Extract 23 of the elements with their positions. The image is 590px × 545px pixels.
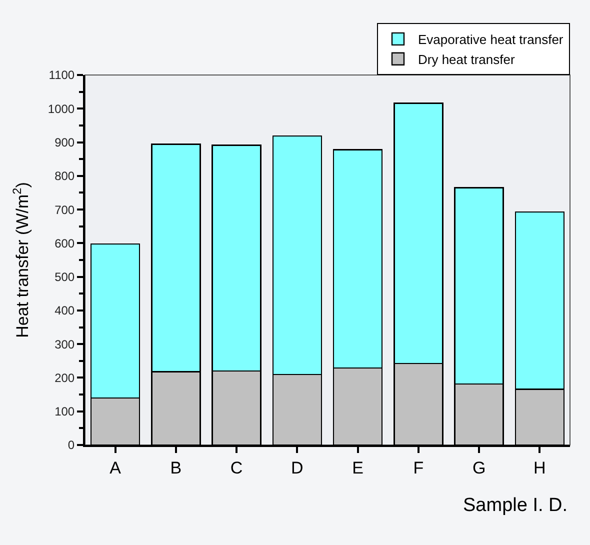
y-tick-label: 400 <box>54 304 75 318</box>
y-tick-label: 300 <box>54 337 75 352</box>
x-tick-label: A <box>110 458 122 478</box>
y-tick-label: 600 <box>54 236 75 250</box>
x-tick-label: F <box>413 458 424 478</box>
y-tick-label: 500 <box>54 270 75 284</box>
y-tick-label: 900 <box>54 135 75 150</box>
y-tick-label: 700 <box>54 202 75 217</box>
y-tick-label: 1000 <box>48 102 75 116</box>
legend-label: Dry heat transfer <box>418 52 516 67</box>
x-tick-label: D <box>291 458 304 478</box>
x-axis-title: Sample I. D. <box>463 495 568 516</box>
x-tick-label: G <box>472 458 486 478</box>
y-tick-label: 1100 <box>48 68 75 82</box>
y-tick-label: 0 <box>68 438 75 452</box>
x-tick-label: B <box>170 458 182 478</box>
y-tick-label: 800 <box>54 169 75 184</box>
y-tick-label: 100 <box>54 404 75 419</box>
y-tick-label: 200 <box>54 370 75 385</box>
legend-label: Evaporative heat transfer <box>418 32 564 48</box>
x-tick-label: C <box>230 458 243 478</box>
x-tick-label: H <box>534 458 546 478</box>
x-tick-label: E <box>352 458 364 478</box>
